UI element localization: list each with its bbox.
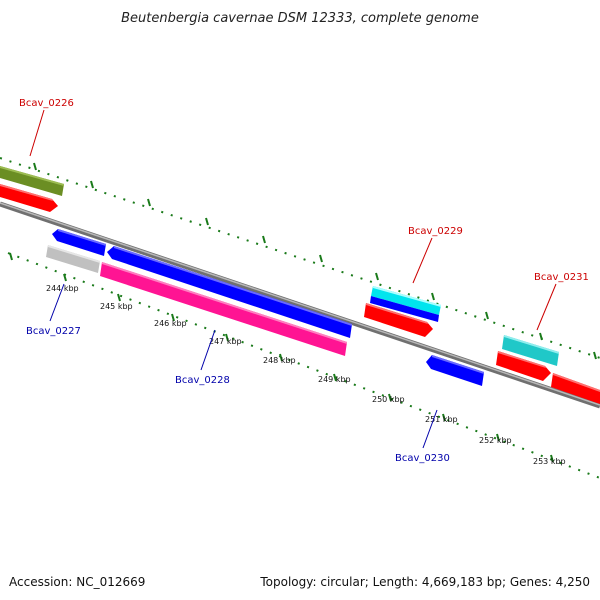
map-title: Beutenbergia cavernae DSM 12333, complet…: [121, 11, 479, 26]
gene-label-bcav-0231: Bcav_0231: [534, 272, 589, 283]
inner-major-ticks: [9, 252, 554, 463]
leader-lines-forward: [29, 109, 557, 331]
gene-label-bcav-0229: Bcav_0229: [408, 226, 463, 237]
tick-label: 251 kbp: [425, 415, 458, 424]
feature-bcav-0231-teal-band: [502, 335, 559, 366]
tick-label: 248 kbp: [263, 356, 296, 365]
outer-major-ticks: [33, 162, 597, 360]
gene-label-bcav-0228: Bcav_0228: [175, 375, 230, 386]
tick-label: 245 kbp: [100, 302, 133, 311]
feature-bcav-0229-red-arrow: [364, 303, 433, 337]
feature-olive-band: [0, 166, 64, 196]
tick-label: 247 kbp: [209, 337, 242, 346]
genome-summary-text: Topology: circular; Length: 4,669,183 bp…: [259, 575, 590, 589]
feature-bcav-0229-cyan-band: [371, 286, 441, 315]
feature-bcav-0227-arrow: [52, 229, 106, 256]
feature-gray-band: [46, 245, 100, 273]
tick-label: 249 kbp: [318, 375, 351, 384]
feature-bcav-0228-blue-arrow: [107, 246, 352, 338]
feature-bcav-0226-arrow: [0, 184, 58, 212]
accession-text: Accession: NC_012669: [9, 575, 145, 589]
tick-label: 246 kbp: [154, 319, 187, 328]
gene-label-bcav-0227: Bcav_0227: [26, 326, 81, 337]
feature-bcav-0230-arrow: [426, 355, 484, 386]
feature-bcav-0231-red-arrow: [496, 351, 551, 381]
gene-label-bcav-0230: Bcav_0230: [395, 453, 450, 464]
tick-label: 250 kbp: [372, 395, 405, 404]
tick-label: 252 kbp: [479, 436, 512, 445]
feature-red-band-right: [551, 373, 600, 404]
tick-label: 253 kbp: [533, 457, 566, 466]
leader-lines-reverse: [49, 283, 438, 449]
gene-label-bcav-0226: Bcav_0226: [19, 98, 74, 109]
feature-bcav-0228-pink-band: [100, 262, 347, 356]
genome-backbone: [0, 201, 600, 409]
feature-bcav-0229-blue-band: [370, 296, 439, 322]
